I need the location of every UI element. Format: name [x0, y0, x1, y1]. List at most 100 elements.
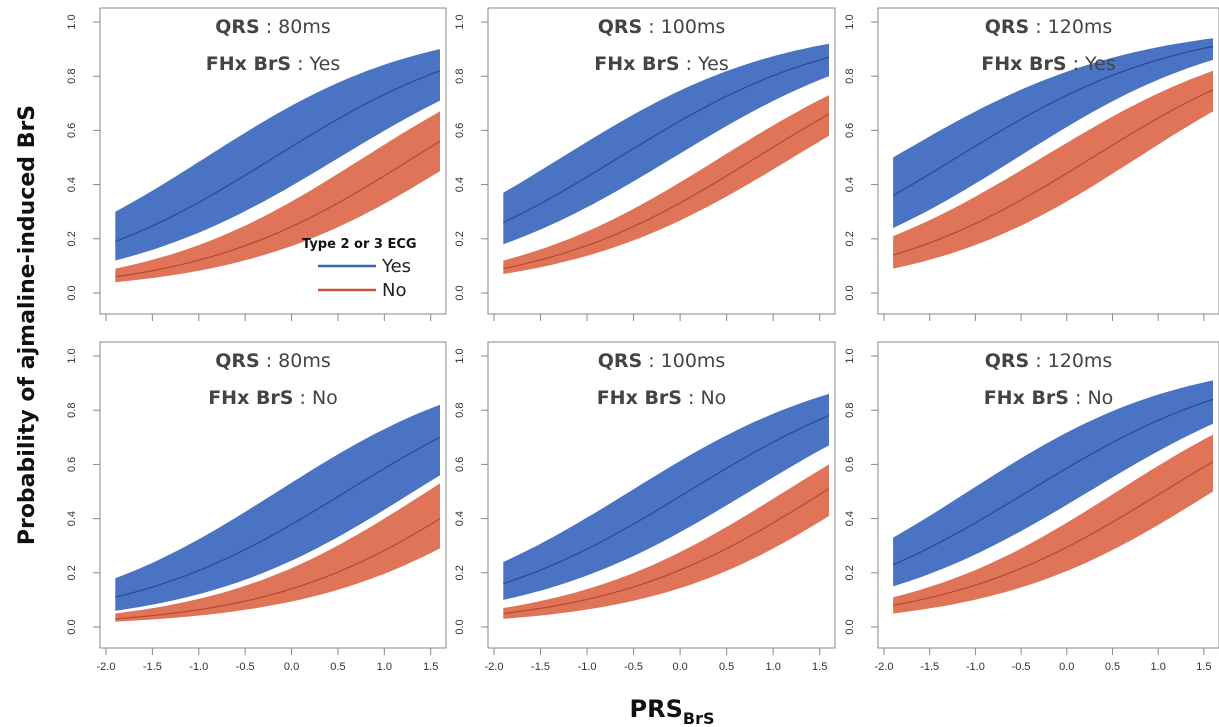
- y-tick-label: 1.0: [454, 348, 466, 363]
- y-tick-label: 0.6: [454, 123, 466, 138]
- y-tick-label: 0.0: [844, 619, 856, 634]
- fhx-label: FHx BrS: [208, 387, 293, 409]
- qrs-value: : 80ms: [260, 350, 331, 372]
- panel-grid: 0.0 0.2 0.4 0.6 0.8 1.0 QRS : 80ms FHx BrS : Ye…: [66, 7, 1219, 673]
- x-tick-label: -1.0: [189, 661, 208, 673]
- panel-qrs-text: QRS : 120ms: [985, 16, 1113, 38]
- x-tick-label: 0.5: [719, 661, 734, 673]
- x-tick-label: 0.0: [284, 661, 299, 673]
- fhx-value: : Yes: [1067, 53, 1116, 75]
- qrs-value: : 120ms: [1029, 350, 1112, 372]
- fhx-value: : Yes: [680, 53, 729, 75]
- x-tick-label: 1.5: [812, 661, 827, 673]
- fhx-value: : No: [682, 387, 726, 409]
- confidence-band-no: [503, 95, 829, 274]
- x-tick-label: -2.0: [97, 661, 116, 673]
- series-line-yes: [115, 70, 441, 243]
- legend: Type 2 or 3 ECG Yes No: [302, 237, 417, 301]
- panel-qrs-text: QRS : 120ms: [985, 350, 1113, 372]
- panel-fhx-text: FHx BrS : No: [597, 387, 727, 409]
- x-tick-label: 1.5: [423, 661, 438, 673]
- x-tick-label: 0.0: [672, 661, 687, 673]
- confidence-band-yes: [503, 43, 829, 245]
- qrs-label: QRS: [598, 350, 642, 372]
- y-tick-label: 0.0: [66, 285, 78, 300]
- x-tick-label: -0.5: [1012, 661, 1031, 673]
- confidence-band-no: [115, 483, 441, 622]
- series-line-no: [115, 140, 441, 278]
- x-tick-label: -1.5: [920, 661, 939, 673]
- panel-fhx-text: FHx BrS : Yes: [206, 53, 340, 75]
- y-tick-label: 0.4: [66, 511, 78, 526]
- x-tick-label: -1.5: [531, 661, 550, 673]
- y-tick-label: 0.2: [454, 231, 466, 246]
- y-tick-label: 0.0: [454, 285, 466, 300]
- series-line-no: [503, 488, 830, 615]
- y-tick-label: 0.8: [454, 403, 466, 418]
- panel-qrs-text: QRS : 80ms: [215, 350, 331, 372]
- y-tick-label: 0.8: [844, 403, 856, 418]
- panel-fhx-text: FHx BrS : Yes: [594, 53, 728, 75]
- qrs-value: : 120ms: [1029, 16, 1112, 38]
- qrs-label: QRS: [985, 350, 1029, 372]
- confidence-band-no: [893, 70, 1213, 269]
- y-tick-label: 0.2: [844, 565, 856, 580]
- x-tick-label: -0.5: [236, 661, 255, 673]
- x-tick-label: -2.0: [875, 661, 894, 673]
- y-tick-label: 0.2: [454, 565, 466, 580]
- x-tick-label: 1.0: [377, 661, 392, 673]
- panel-qrs-text: QRS : 80ms: [215, 16, 331, 38]
- qrs-value: : 100ms: [642, 350, 725, 372]
- series-line-no: [892, 89, 1214, 256]
- y-tick-label: 0.4: [454, 177, 466, 192]
- qrs-label: QRS: [215, 350, 259, 372]
- y-tick-label: 1.0: [844, 14, 856, 29]
- qrs-label: QRS: [598, 16, 642, 38]
- plot-frame: [487, 7, 836, 315]
- panel-fhx-text: FHx BrS : No: [984, 387, 1114, 409]
- x-tick-label: -1.0: [578, 661, 597, 673]
- panel-3: 0.0 0.2 0.4 0.6 0.8 1.0 QRS : 120ms FHx BrS : Y…: [844, 7, 1219, 321]
- y-tick-label: 1.0: [66, 348, 78, 363]
- confidence-band-no: [503, 464, 829, 619]
- panel-2: 0.0 0.2 0.4 0.6 0.8 1.0 QRS : 100ms FHx BrS : Y…: [454, 7, 836, 321]
- y-tick-label: 0.4: [454, 511, 466, 526]
- y-tick-label: 1.0: [454, 14, 466, 29]
- confidence-band-yes: [115, 404, 441, 611]
- plot-frame: [877, 341, 1219, 649]
- panel-5: 0.0 0.2 0.4 0.6 0.8 1.0 -2.0 -1.5 -1.0 -0.5 0.0 0.5…: [454, 341, 836, 673]
- y-tick-label: 0.6: [454, 457, 466, 472]
- series-line-yes: [892, 398, 1214, 566]
- qrs-label: QRS: [985, 16, 1029, 38]
- confidence-band-no: [115, 111, 441, 283]
- x-tick-label: 0.5: [330, 661, 345, 673]
- fhx-value: : No: [1069, 387, 1113, 409]
- x-tick-label: 0.0: [1059, 661, 1074, 673]
- y-tick-label: 1.0: [66, 14, 78, 29]
- y-axis-label: Probability of ajmaline-induced BrS: [15, 105, 40, 545]
- plot-frame: [487, 341, 836, 649]
- legend-label-no: No: [382, 280, 406, 301]
- fhx-value: : No: [293, 387, 337, 409]
- x-tick-label: 1.5: [1196, 661, 1211, 673]
- panel-1: 0.0 0.2 0.4 0.6 0.8 1.0 QRS : 80ms FHx BrS : Ye…: [66, 7, 447, 321]
- y-tick-label: 0.0: [66, 619, 78, 634]
- y-tick-label: 0.4: [844, 177, 856, 192]
- legend-title: Type 2 or 3 ECG: [302, 237, 417, 252]
- qrs-label: QRS: [215, 16, 259, 38]
- fhx-label: FHx BrS: [594, 53, 679, 75]
- fhx-value: : Yes: [291, 53, 340, 75]
- fhx-label: FHx BrS: [597, 387, 682, 409]
- x-axis-label: PRSBrS: [630, 695, 715, 727]
- y-tick-label: 0.2: [66, 231, 78, 246]
- y-tick-label: 0.6: [844, 123, 856, 138]
- series-line-no: [115, 518, 441, 620]
- series-line-yes: [503, 56, 830, 224]
- y-tick-label: 0.0: [844, 285, 856, 300]
- y-tick-label: 0.2: [66, 565, 78, 580]
- panel-4: 0.0 0.2 0.4 0.6 0.8 1.0 -2.0 -1.5 -1.0 -0.5 0.0 0.5…: [66, 341, 447, 673]
- qrs-value: : 100ms: [642, 16, 725, 38]
- plot-frame: [877, 7, 1219, 315]
- qrs-value: : 80ms: [260, 16, 331, 38]
